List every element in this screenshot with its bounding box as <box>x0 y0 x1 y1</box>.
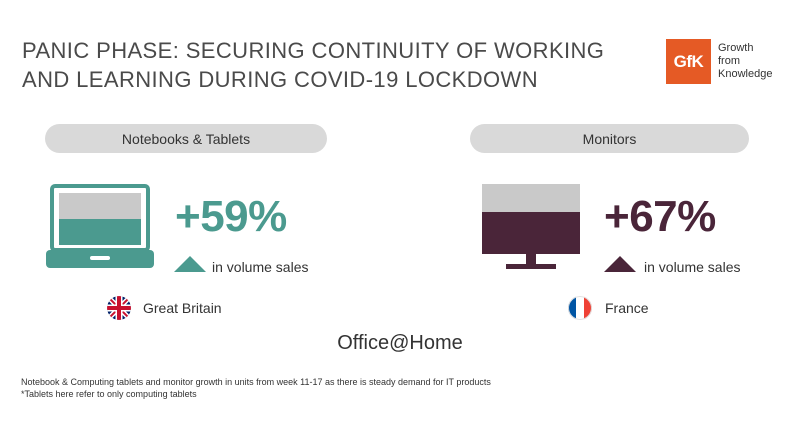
country-label-gb: Great Britain <box>143 300 222 316</box>
volume-sales-caption: in volume sales <box>212 259 309 275</box>
footnote-line-2: *Tablets here refer to only computing ta… <box>21 389 197 399</box>
category-pill-notebooks: Notebooks & Tablets <box>45 124 327 153</box>
gfk-logo-mark: GfK <box>666 39 711 84</box>
volume-sales-caption: in volume sales <box>644 259 741 275</box>
gfk-logo: GfK Growth from Knowledge <box>666 39 772 84</box>
up-arrow-icon <box>604 256 636 272</box>
title-line-2: AND LEARNING DURING COVID-19 LOCKDOWN <box>22 67 538 92</box>
gfk-logo-tagline: Growth from Knowledge <box>718 42 773 80</box>
office-at-home-label: Office@Home <box>337 332 463 354</box>
page-title: PANIC PHASE: SECURING CONTINUITY OF WORK… <box>22 36 642 94</box>
france-flag-icon <box>568 296 592 320</box>
laptop-icon <box>46 184 154 268</box>
up-arrow-icon <box>174 256 206 272</box>
uk-flag-icon <box>107 296 131 320</box>
title-line-1: PANIC PHASE: SECURING CONTINUITY OF WORK… <box>22 38 605 63</box>
growth-percent-notebooks: +59% <box>175 192 287 241</box>
footnote: Notebook & Computing tablets and monitor… <box>21 376 491 400</box>
growth-percent-monitors: +67% <box>604 192 716 241</box>
country-label-fr: France <box>605 300 649 316</box>
monitor-icon <box>482 184 580 269</box>
footnote-line-1: Notebook & Computing tablets and monitor… <box>21 377 491 387</box>
category-pill-monitors: Monitors <box>470 124 749 153</box>
